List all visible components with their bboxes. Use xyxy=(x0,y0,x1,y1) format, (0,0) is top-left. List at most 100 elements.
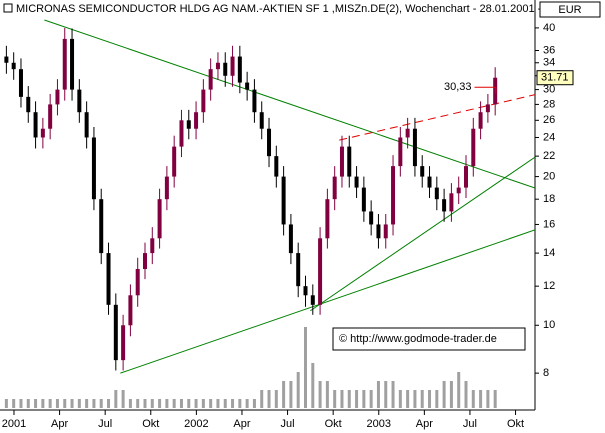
volume-bar xyxy=(107,399,111,408)
volume-bar xyxy=(63,399,67,408)
volume-bar xyxy=(274,390,278,408)
candle-body xyxy=(267,128,272,157)
volume-bar xyxy=(325,381,329,408)
x-tick-label: Apr xyxy=(416,418,433,430)
volume-bar xyxy=(12,399,16,408)
candle-body xyxy=(245,82,250,90)
x-tick-label: 2001 xyxy=(2,418,26,430)
volume-bar xyxy=(384,381,388,408)
volume-bar xyxy=(398,390,402,408)
candle-body xyxy=(456,187,461,194)
candle-body xyxy=(471,128,476,167)
volume-bar xyxy=(442,381,446,408)
candle-body xyxy=(223,62,228,76)
candle-body xyxy=(186,120,191,129)
candle-body xyxy=(77,89,82,113)
candle-body xyxy=(478,112,483,129)
y-tick-label: 34 xyxy=(543,57,555,69)
candle-body xyxy=(135,268,140,296)
volume-bar xyxy=(428,390,432,408)
volume-bar xyxy=(464,381,468,408)
volume-bar xyxy=(493,390,497,408)
volume-bar xyxy=(41,399,45,408)
volume-bar xyxy=(376,381,380,408)
plot-area xyxy=(4,19,535,408)
annotation-label: 30,33 xyxy=(444,81,472,93)
y-tick-label: 14 xyxy=(543,247,555,259)
candle-body xyxy=(383,224,388,239)
volume-bar xyxy=(19,399,23,408)
x-tick-label: Apr xyxy=(51,418,68,430)
y-tick-label: 30 xyxy=(543,84,555,96)
volume-bar xyxy=(77,399,81,408)
candle-body xyxy=(157,199,162,239)
candle-body xyxy=(405,128,410,138)
candle-body xyxy=(142,253,147,269)
candle-body xyxy=(318,238,323,305)
candle-body xyxy=(259,112,264,129)
volume-bar xyxy=(26,399,30,408)
x-tick-label: Okt xyxy=(325,418,342,430)
candle-body xyxy=(201,89,206,113)
volume-bar xyxy=(194,399,198,408)
candle-body xyxy=(48,104,53,129)
candle-body xyxy=(40,128,45,138)
volume-bar xyxy=(420,390,424,408)
x-tick-label: Okt xyxy=(142,418,159,430)
copyright-box xyxy=(332,327,526,351)
volume-bar xyxy=(70,399,74,408)
volume-bar xyxy=(55,399,59,408)
copyright: © http://www.godmode-trader.de xyxy=(339,333,497,345)
candle-body xyxy=(449,193,454,212)
candle-body xyxy=(281,176,286,225)
volume-bar xyxy=(238,399,242,408)
candle-body xyxy=(398,137,403,167)
candle-body xyxy=(288,224,293,254)
volume-bar xyxy=(223,399,227,408)
candle-body xyxy=(463,166,468,188)
volume-bar xyxy=(318,381,322,408)
y-tick-label: 16 xyxy=(543,218,555,230)
candle-body xyxy=(4,56,9,63)
candle-body xyxy=(347,146,352,177)
volume-bar xyxy=(347,390,351,408)
candle-body xyxy=(376,224,381,239)
trend-line xyxy=(120,229,535,374)
x-tick-label: 2002 xyxy=(184,418,208,430)
volume-bar xyxy=(99,399,103,408)
candle-body xyxy=(485,104,490,113)
candle-body xyxy=(150,238,155,254)
candle-body xyxy=(128,295,133,326)
volume-bar xyxy=(128,399,132,408)
candle-body xyxy=(325,199,330,239)
volume-bar xyxy=(282,381,286,408)
volume-bar xyxy=(150,399,154,408)
candle-body xyxy=(18,69,23,97)
volume-bar xyxy=(48,399,52,408)
candle-body xyxy=(26,96,31,113)
volume-bar xyxy=(479,390,483,408)
candle-body xyxy=(420,166,425,177)
candle-body xyxy=(121,325,126,361)
volume-bar xyxy=(201,399,205,408)
candle-body xyxy=(99,199,104,254)
volume-bar xyxy=(245,399,249,408)
last-price-label: 31.71 xyxy=(541,72,569,84)
y-tick-label: 8 xyxy=(543,367,549,379)
candle-body xyxy=(11,62,16,70)
candle-body xyxy=(303,286,308,296)
volume-bar xyxy=(158,399,162,408)
trend-line xyxy=(339,94,535,141)
volume-bar xyxy=(143,399,147,408)
trend-line xyxy=(310,156,535,312)
y-tick-label: 26 xyxy=(543,114,555,126)
volume-bar xyxy=(252,399,256,408)
volume-bar xyxy=(136,399,140,408)
volume-bar xyxy=(260,390,264,408)
candle-body xyxy=(113,304,118,361)
candle-body xyxy=(179,120,184,147)
volume-bar xyxy=(449,381,453,408)
candle-body xyxy=(55,89,60,105)
volume-bar xyxy=(457,372,461,408)
